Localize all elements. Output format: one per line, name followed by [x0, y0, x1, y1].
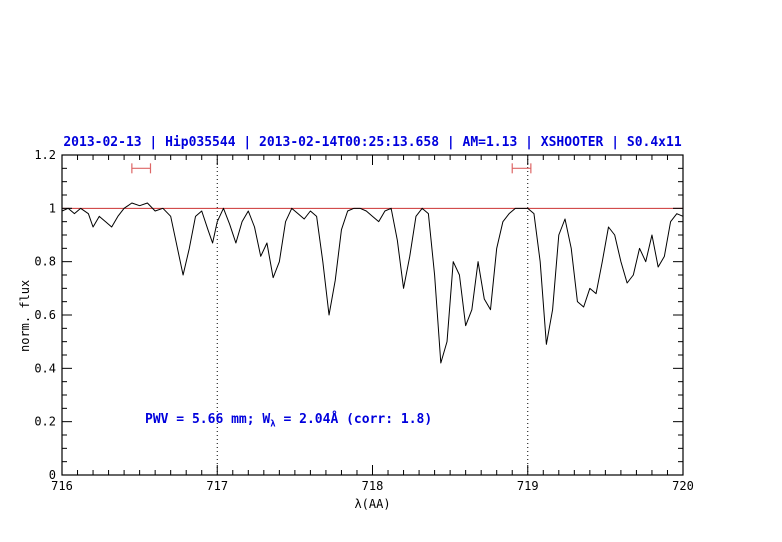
- y-axis-label: norm. flux: [18, 279, 32, 352]
- y-tick-label: 0.2: [34, 415, 56, 429]
- x-tick-label: 719: [517, 479, 539, 493]
- pwv-annotation-suffix: = 2.04Å (corr: 1.8): [275, 412, 433, 427]
- x-tick-label: 718: [362, 479, 384, 493]
- y-tick-label: 0: [49, 468, 56, 482]
- plot-title: 2013-02-13 | Hip035544 | 2013-02-14T00:2…: [63, 135, 682, 150]
- y-tick-label: 0.4: [34, 361, 56, 375]
- pwv-annotation-lambda-subscript: λ: [270, 419, 276, 430]
- spectrum-line: [61, 202, 684, 364]
- pwv-annotation-prefix: PWV = 5.66 mm; W: [145, 412, 271, 427]
- x-tick-label: 720: [672, 479, 694, 493]
- x-tick-label: 716: [51, 479, 73, 493]
- pwv-annotation: PWV = 5.66 mm; Wλ = 2.04Å (corr: 1.8): [145, 412, 432, 430]
- x-axis-label: λ(AA): [354, 497, 391, 511]
- y-tick-label: 1.2: [34, 148, 56, 162]
- x-tick-label: 717: [206, 479, 228, 493]
- y-tick-label: 1: [49, 201, 56, 215]
- y-tick-label: 0.8: [34, 255, 56, 269]
- y-tick-label: 0.6: [34, 308, 56, 322]
